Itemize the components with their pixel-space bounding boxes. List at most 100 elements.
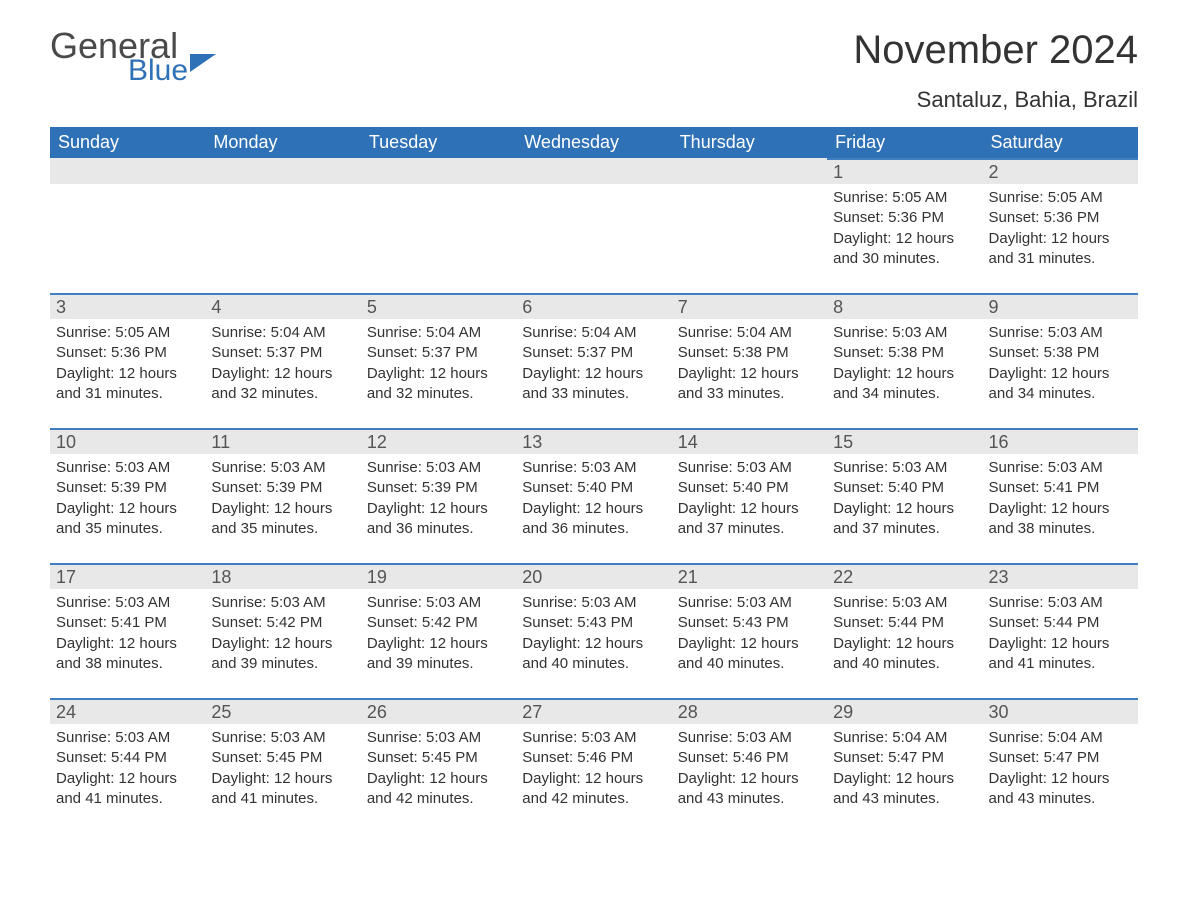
daylight-line: Daylight: 12 hours and 43 minutes. xyxy=(989,769,1132,810)
sunset-line: Sunset: 5:39 PM xyxy=(367,478,510,498)
day-number: 6 xyxy=(516,293,671,319)
daylight-line: Daylight: 12 hours and 37 minutes. xyxy=(678,499,821,540)
calendar-day-cell: 16Sunrise: 5:03 AMSunset: 5:41 PMDayligh… xyxy=(983,428,1138,563)
sunrise-line: Sunrise: 5:03 AM xyxy=(522,728,665,748)
calendar-day-cell: 24Sunrise: 5:03 AMSunset: 5:44 PMDayligh… xyxy=(50,698,205,833)
day-number: 26 xyxy=(361,698,516,724)
day-details: Sunrise: 5:04 AMSunset: 5:47 PMDaylight:… xyxy=(827,724,982,833)
day-number xyxy=(516,158,671,184)
day-number: 30 xyxy=(983,698,1138,724)
day-details: Sunrise: 5:03 AMSunset: 5:40 PMDaylight:… xyxy=(827,454,982,563)
sunset-line: Sunset: 5:47 PM xyxy=(833,748,976,768)
daylight-line: Daylight: 12 hours and 31 minutes. xyxy=(989,229,1132,270)
sunrise-line: Sunrise: 5:03 AM xyxy=(522,593,665,613)
calendar-day-cell: 20Sunrise: 5:03 AMSunset: 5:43 PMDayligh… xyxy=(516,563,671,698)
day-details: Sunrise: 5:03 AMSunset: 5:42 PMDaylight:… xyxy=(205,589,360,698)
calendar-day-cell: 30Sunrise: 5:04 AMSunset: 5:47 PMDayligh… xyxy=(983,698,1138,833)
calendar-table: SundayMondayTuesdayWednesdayThursdayFrid… xyxy=(50,127,1138,833)
sunset-line: Sunset: 5:44 PM xyxy=(989,613,1132,633)
sunset-line: Sunset: 5:43 PM xyxy=(522,613,665,633)
sunrise-line: Sunrise: 5:03 AM xyxy=(989,593,1132,613)
day-details: Sunrise: 5:03 AMSunset: 5:40 PMDaylight:… xyxy=(672,454,827,563)
year-label: 2024 xyxy=(1049,28,1138,72)
sunrise-line: Sunrise: 5:03 AM xyxy=(678,458,821,478)
sunset-line: Sunset: 5:36 PM xyxy=(989,208,1132,228)
day-number: 8 xyxy=(827,293,982,319)
sunrise-line: Sunrise: 5:03 AM xyxy=(211,593,354,613)
daylight-line: Daylight: 12 hours and 38 minutes. xyxy=(56,634,199,675)
month-year: November 2024 xyxy=(853,28,1138,73)
day-details xyxy=(516,184,671,280)
calendar-day-cell: 23Sunrise: 5:03 AMSunset: 5:44 PMDayligh… xyxy=(983,563,1138,698)
calendar-empty-cell xyxy=(361,158,516,293)
sunrise-line: Sunrise: 5:03 AM xyxy=(367,593,510,613)
day-number: 13 xyxy=(516,428,671,454)
day-number: 1 xyxy=(827,158,982,184)
sunrise-line: Sunrise: 5:05 AM xyxy=(989,188,1132,208)
calendar-day-cell: 22Sunrise: 5:03 AMSunset: 5:44 PMDayligh… xyxy=(827,563,982,698)
daylight-line: Daylight: 12 hours and 34 minutes. xyxy=(833,364,976,405)
daylight-line: Daylight: 12 hours and 33 minutes. xyxy=(522,364,665,405)
day-number: 9 xyxy=(983,293,1138,319)
day-details xyxy=(50,184,205,280)
sunset-line: Sunset: 5:40 PM xyxy=(522,478,665,498)
day-details: Sunrise: 5:03 AMSunset: 5:46 PMDaylight:… xyxy=(516,724,671,833)
daylight-line: Daylight: 12 hours and 36 minutes. xyxy=(522,499,665,540)
daylight-line: Daylight: 12 hours and 36 minutes. xyxy=(367,499,510,540)
day-number: 20 xyxy=(516,563,671,589)
sunset-line: Sunset: 5:41 PM xyxy=(989,478,1132,498)
calendar-day-cell: 21Sunrise: 5:03 AMSunset: 5:43 PMDayligh… xyxy=(672,563,827,698)
day-number xyxy=(205,158,360,184)
sunrise-line: Sunrise: 5:03 AM xyxy=(678,593,821,613)
day-number: 2 xyxy=(983,158,1138,184)
day-details: Sunrise: 5:03 AMSunset: 5:39 PMDaylight:… xyxy=(50,454,205,563)
sunrise-line: Sunrise: 5:03 AM xyxy=(367,728,510,748)
weekday-header: Thursday xyxy=(672,127,827,158)
sunset-line: Sunset: 5:37 PM xyxy=(211,343,354,363)
sunset-line: Sunset: 5:47 PM xyxy=(989,748,1132,768)
calendar-day-cell: 8Sunrise: 5:03 AMSunset: 5:38 PMDaylight… xyxy=(827,293,982,428)
sunrise-line: Sunrise: 5:03 AM xyxy=(989,323,1132,343)
day-details: Sunrise: 5:03 AMSunset: 5:43 PMDaylight:… xyxy=(516,589,671,698)
calendar-day-cell: 5Sunrise: 5:04 AMSunset: 5:37 PMDaylight… xyxy=(361,293,516,428)
day-details: Sunrise: 5:03 AMSunset: 5:42 PMDaylight:… xyxy=(361,589,516,698)
sunset-line: Sunset: 5:42 PM xyxy=(367,613,510,633)
day-number: 27 xyxy=(516,698,671,724)
sunrise-line: Sunrise: 5:03 AM xyxy=(678,728,821,748)
daylight-line: Daylight: 12 hours and 35 minutes. xyxy=(56,499,199,540)
daylight-line: Daylight: 12 hours and 42 minutes. xyxy=(522,769,665,810)
weekday-header: Saturday xyxy=(983,127,1138,158)
daylight-line: Daylight: 12 hours and 39 minutes. xyxy=(211,634,354,675)
calendar-header-row: SundayMondayTuesdayWednesdayThursdayFrid… xyxy=(50,127,1138,158)
sunset-line: Sunset: 5:38 PM xyxy=(989,343,1132,363)
daylight-line: Daylight: 12 hours and 37 minutes. xyxy=(833,499,976,540)
daylight-line: Daylight: 12 hours and 38 minutes. xyxy=(989,499,1132,540)
daylight-line: Daylight: 12 hours and 43 minutes. xyxy=(833,769,976,810)
sunrise-line: Sunrise: 5:03 AM xyxy=(211,728,354,748)
calendar-week-row: 10Sunrise: 5:03 AMSunset: 5:39 PMDayligh… xyxy=(50,428,1138,563)
daylight-line: Daylight: 12 hours and 30 minutes. xyxy=(833,229,976,270)
calendar-day-cell: 25Sunrise: 5:03 AMSunset: 5:45 PMDayligh… xyxy=(205,698,360,833)
calendar-day-cell: 6Sunrise: 5:04 AMSunset: 5:37 PMDaylight… xyxy=(516,293,671,428)
calendar-day-cell: 18Sunrise: 5:03 AMSunset: 5:42 PMDayligh… xyxy=(205,563,360,698)
day-number: 5 xyxy=(361,293,516,319)
day-details: Sunrise: 5:03 AMSunset: 5:43 PMDaylight:… xyxy=(672,589,827,698)
day-number: 17 xyxy=(50,563,205,589)
location-label: Santaluz, Bahia, Brazil xyxy=(853,87,1138,113)
calendar-day-cell: 29Sunrise: 5:04 AMSunset: 5:47 PMDayligh… xyxy=(827,698,982,833)
day-details: Sunrise: 5:03 AMSunset: 5:40 PMDaylight:… xyxy=(516,454,671,563)
day-number: 4 xyxy=(205,293,360,319)
day-details: Sunrise: 5:04 AMSunset: 5:37 PMDaylight:… xyxy=(516,319,671,428)
day-details: Sunrise: 5:03 AMSunset: 5:45 PMDaylight:… xyxy=(205,724,360,833)
day-number: 18 xyxy=(205,563,360,589)
daylight-line: Daylight: 12 hours and 43 minutes. xyxy=(678,769,821,810)
day-number: 25 xyxy=(205,698,360,724)
day-details: Sunrise: 5:03 AMSunset: 5:41 PMDaylight:… xyxy=(50,589,205,698)
calendar-day-cell: 11Sunrise: 5:03 AMSunset: 5:39 PMDayligh… xyxy=(205,428,360,563)
calendar-day-cell: 13Sunrise: 5:03 AMSunset: 5:40 PMDayligh… xyxy=(516,428,671,563)
daylight-line: Daylight: 12 hours and 40 minutes. xyxy=(678,634,821,675)
day-details: Sunrise: 5:03 AMSunset: 5:38 PMDaylight:… xyxy=(983,319,1138,428)
sunrise-line: Sunrise: 5:05 AM xyxy=(56,323,199,343)
day-details: Sunrise: 5:03 AMSunset: 5:44 PMDaylight:… xyxy=(827,589,982,698)
sunrise-line: Sunrise: 5:03 AM xyxy=(833,458,976,478)
